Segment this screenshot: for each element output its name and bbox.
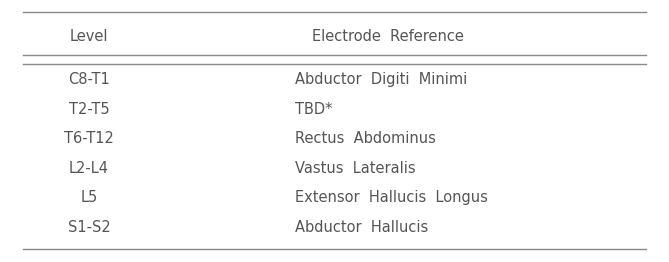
Text: Abductor  Hallucis: Abductor Hallucis xyxy=(294,220,428,235)
Text: TBD*: TBD* xyxy=(294,102,332,117)
Text: S1-S2: S1-S2 xyxy=(68,220,110,235)
Text: Vastus  Lateralis: Vastus Lateralis xyxy=(294,161,415,176)
Text: Rectus  Abdominus: Rectus Abdominus xyxy=(294,131,436,146)
Text: C8-T1: C8-T1 xyxy=(68,72,110,87)
Text: Electrode  Reference: Electrode Reference xyxy=(312,29,464,43)
Text: T2-T5: T2-T5 xyxy=(69,102,109,117)
Text: L5: L5 xyxy=(80,190,98,205)
Text: Abductor  Digiti  Minimi: Abductor Digiti Minimi xyxy=(294,72,467,87)
Text: T6-T12: T6-T12 xyxy=(64,131,114,146)
Text: L2-L4: L2-L4 xyxy=(69,161,109,176)
Text: Level: Level xyxy=(70,29,108,43)
Text: Extensor  Hallucis  Longus: Extensor Hallucis Longus xyxy=(294,190,488,205)
